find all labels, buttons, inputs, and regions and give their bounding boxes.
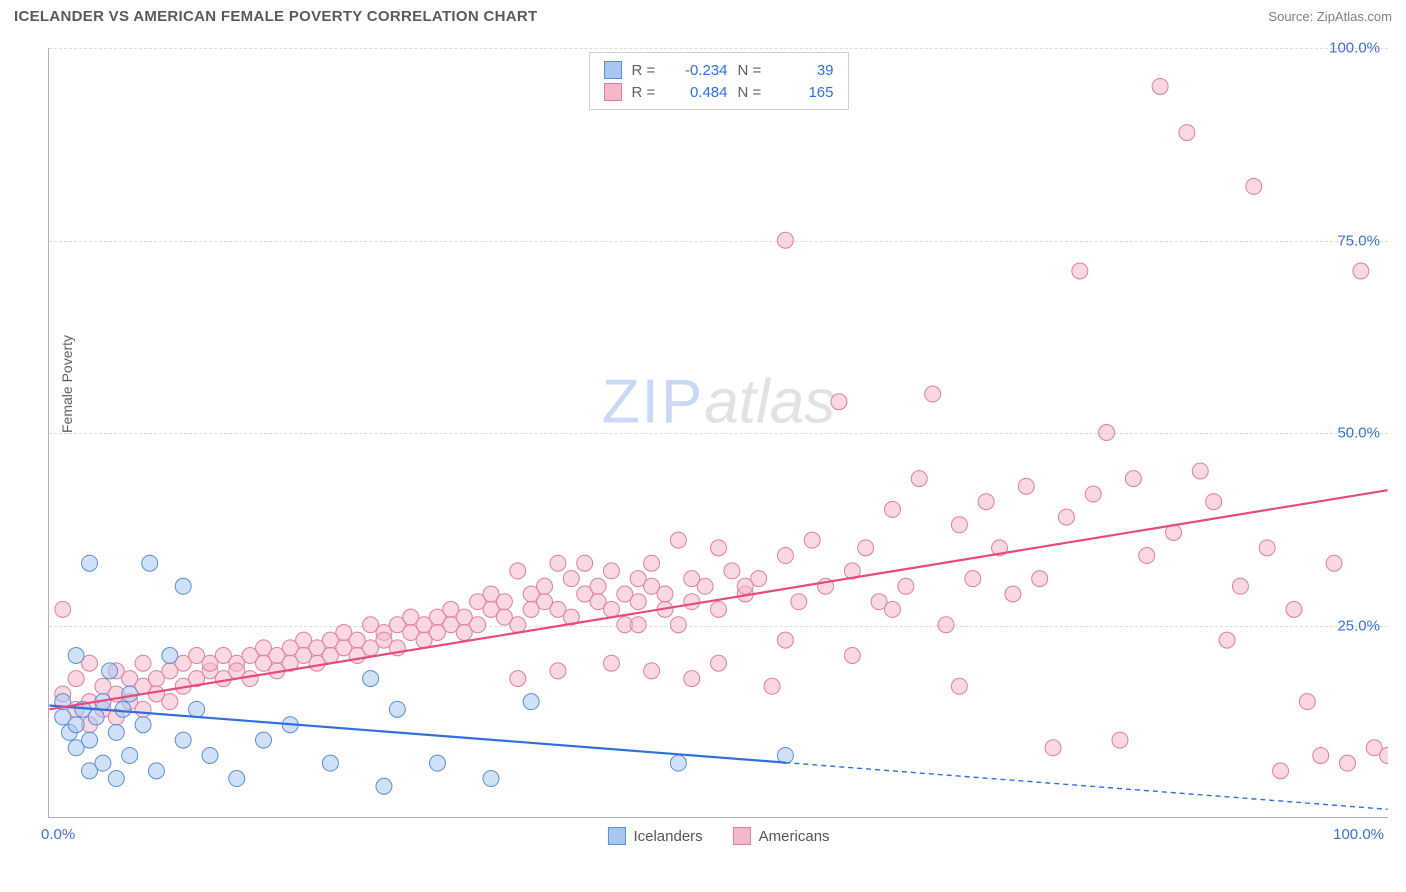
chart-title: ICELANDER VS AMERICAN FEMALE POVERTY COR… (14, 8, 537, 25)
swatch-americans-icon (733, 827, 751, 845)
source-attribution: Source: ZipAtlas.com (1268, 9, 1392, 24)
x-tick-label: 0.0% (41, 826, 75, 843)
legend-item-icelanders: Icelanders (607, 827, 702, 845)
legend-row-icelanders: R = -0.234 N = 39 (604, 59, 834, 81)
x-tick-label: 100.0% (1333, 826, 1384, 843)
n-value-icelanders: 39 (782, 62, 834, 79)
swatch-icelanders (604, 61, 622, 79)
legend-row-americans: R = 0.484 N = 165 (604, 81, 834, 103)
r-value-americans: 0.484 (676, 84, 728, 101)
swatch-americans (604, 83, 622, 101)
chart-plot-area: Female Poverty ZIPatlas R = -0.234 N = 3… (48, 48, 1388, 818)
n-value-americans: 165 (782, 84, 834, 101)
legend-item-americans: Americans (733, 827, 830, 845)
series-legend: Icelanders Americans (607, 827, 829, 845)
scatter-plot-svg (49, 48, 1388, 817)
swatch-icelanders-icon (607, 827, 625, 845)
r-value-icelanders: -0.234 (676, 62, 728, 79)
correlation-legend: R = -0.234 N = 39 R = 0.484 N = 165 (589, 52, 849, 110)
